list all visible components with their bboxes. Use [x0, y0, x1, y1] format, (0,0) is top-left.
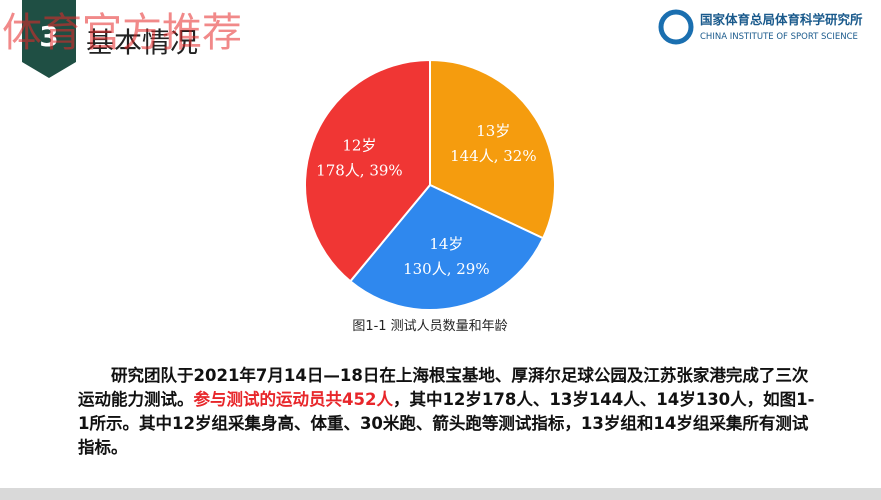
logo-icon	[658, 9, 694, 45]
section-title: 基本情况	[86, 26, 198, 59]
pie: 13岁 144人, 32% 14岁 130人, 29% 12岁 178人, 39%	[304, 58, 556, 311]
slice-category: 14岁	[429, 235, 463, 253]
slice-label: 178人, 39%	[316, 162, 403, 180]
paragraph-text: 研究团队于2021年7月14日—18日在上海根宝基地、厚湃尔足球公园及江苏张家港…	[78, 366, 809, 409]
logo-en: CHINA INSTITUTE OF SPORT SCIENCE	[700, 32, 858, 42]
paragraph-text: ，其中12岁178人、13岁144人、14岁130人，如图1-1所示。其中12岁…	[78, 390, 815, 457]
pie-slice	[304, 58, 431, 283]
section-badge	[22, 0, 76, 78]
pie-slice	[348, 183, 545, 311]
section-number: 3	[39, 20, 58, 53]
pie-slice	[429, 58, 556, 240]
slice-label: 144人, 32%	[450, 147, 537, 165]
slice-category: 13岁	[476, 122, 510, 140]
footer-bar	[0, 488, 881, 500]
paragraph-highlight: 参与测试的运动员共452人	[193, 390, 393, 409]
watermark: 体育官方推荐	[2, 10, 242, 56]
slice-category: 12岁	[342, 137, 376, 155]
chart-caption: 图1-1 测试人员数量和年龄	[352, 319, 507, 334]
logo-cn: 国家体育总局体育科学研究所	[700, 12, 863, 27]
paragraph: 研究团队于2021年7月14日—18日在上海根宝基地、厚湃尔足球公园及江苏张家港…	[78, 364, 823, 460]
slice-label: 130人, 29%	[403, 260, 490, 278]
